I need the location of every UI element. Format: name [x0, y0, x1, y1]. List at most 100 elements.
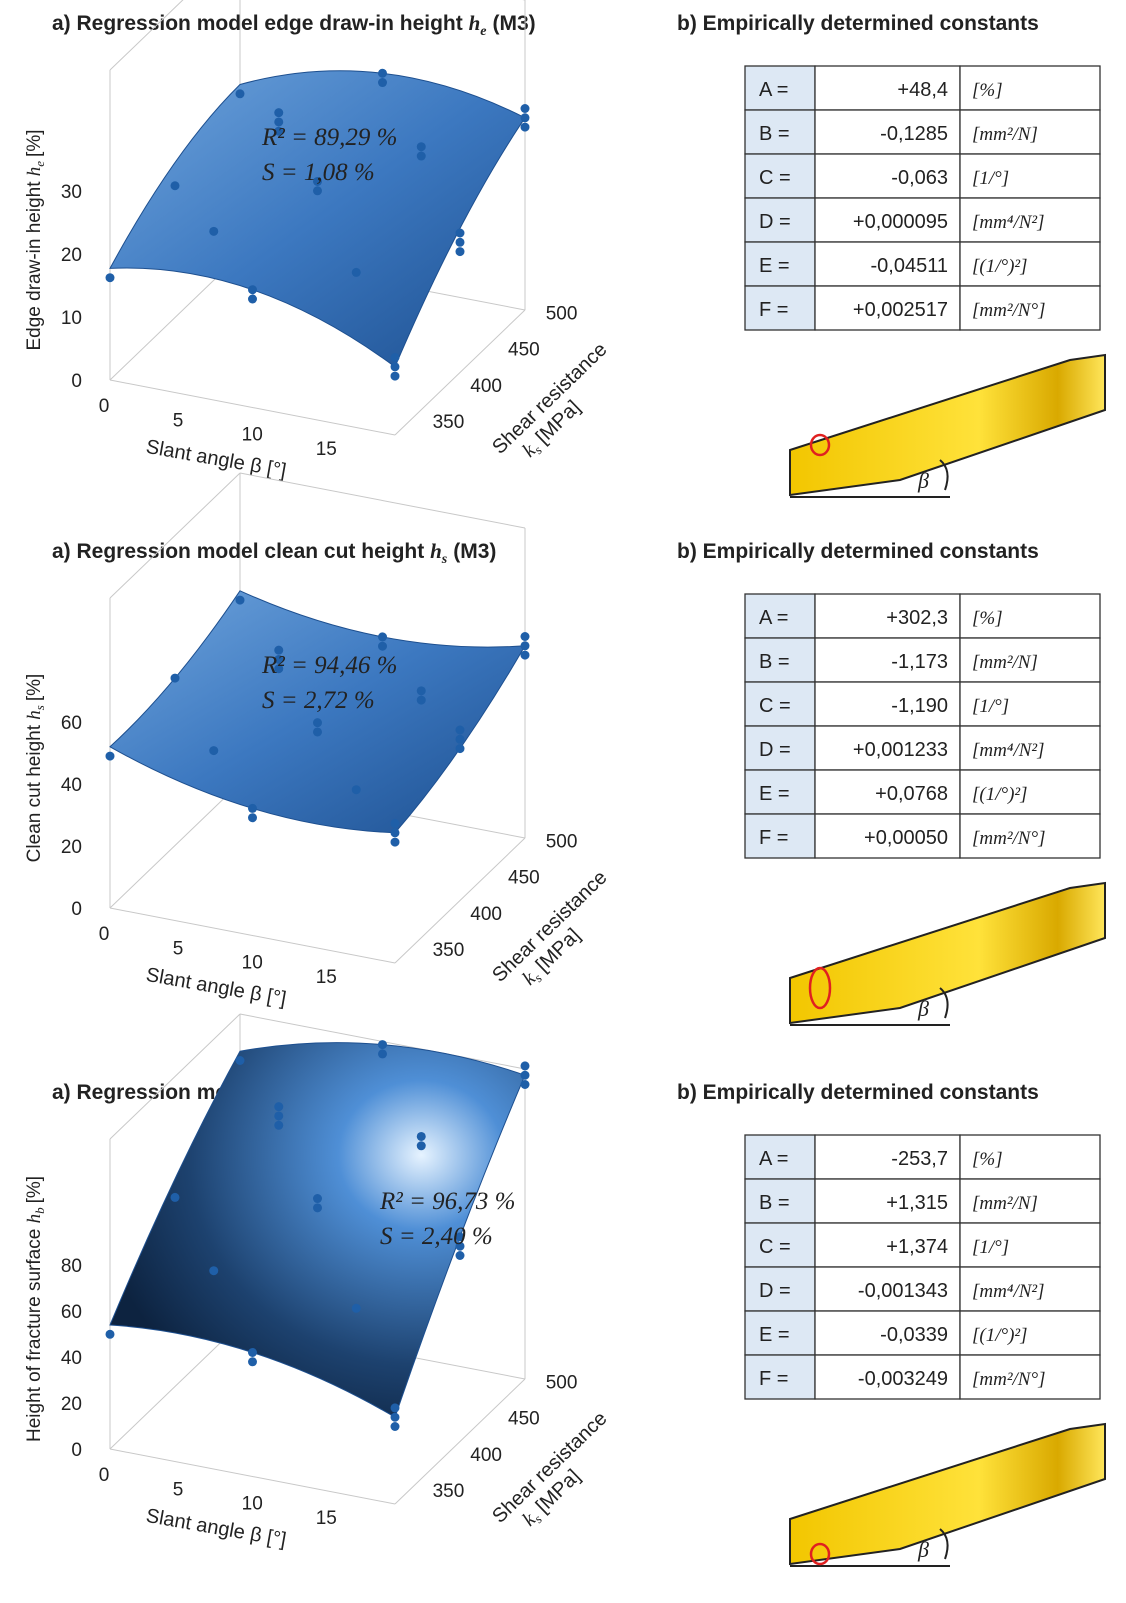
box-edge [240, 473, 525, 528]
table-text: A = [759, 79, 788, 101]
y-tick-label: 500 [546, 831, 578, 852]
data-point [378, 642, 387, 651]
x-tick-label: 15 [316, 1508, 337, 1529]
panel-row: a) Regression model fracture surface hb(… [24, 1014, 1105, 1566]
z-tick-label: 20 [61, 837, 82, 858]
table-text: E = [759, 783, 790, 805]
data-point [391, 1403, 400, 1412]
data-point [248, 1348, 257, 1357]
table-text: C = [759, 167, 791, 189]
data-point [521, 123, 530, 132]
x-tick-label: 10 [242, 953, 263, 974]
data-point [417, 142, 426, 151]
x-tick-label: 5 [173, 938, 184, 959]
z-label-unit: [%] [24, 129, 45, 156]
y-tick-label: 500 [546, 303, 578, 324]
data-point [456, 744, 465, 753]
table-text: [(1/°)²] [972, 256, 1028, 277]
box-edge [110, 783, 240, 908]
y-tick-label: 450 [508, 868, 540, 889]
constants-title: b) Empirically determined constants [677, 540, 1039, 563]
y-tick-label: 450 [508, 340, 540, 361]
data-point [417, 696, 426, 705]
y-tick-label: 400 [470, 904, 502, 925]
data-point [274, 1111, 283, 1120]
table-text: [(1/°)²] [972, 784, 1028, 805]
x-tick-label: 5 [173, 1479, 184, 1500]
table-text: [mm⁴/N²] [972, 740, 1044, 761]
title-sub: e [480, 24, 486, 39]
table-text: +302,3 [886, 607, 948, 629]
table-text: -1,173 [891, 651, 948, 673]
table-text: +48,4 [897, 79, 948, 101]
x-tick-label: 15 [316, 967, 337, 988]
data-point [236, 596, 245, 605]
r-squared: R² = 89,29 % [261, 124, 397, 151]
data-point [456, 1251, 465, 1260]
data-point [248, 1357, 257, 1366]
table-text: [1/°] [972, 696, 1009, 717]
data-point [521, 1071, 530, 1080]
data-point [236, 1056, 245, 1065]
table-text: E = [759, 255, 790, 277]
x-tick-label: 15 [316, 439, 337, 460]
z-tick-label: 60 [61, 713, 82, 734]
z-tick-label: 0 [71, 899, 82, 920]
z-axis-label: Clean cut height hs[%] [24, 674, 47, 863]
table-text: B = [759, 123, 790, 145]
table-text: +0,0768 [875, 783, 948, 805]
y-tick-label: 400 [470, 376, 502, 397]
y-tick-label: 350 [433, 412, 465, 433]
data-point [313, 1203, 322, 1212]
z-label-text: Clean cut height [24, 724, 45, 862]
data-point [521, 104, 530, 113]
data-point [378, 69, 387, 78]
z-label-sub: e [32, 161, 47, 167]
panel-row: a) Regression model clean cut height hs(… [24, 473, 1105, 1025]
table-text: F = [759, 1368, 788, 1390]
data-point [274, 1121, 283, 1130]
title-suffix: (M3) [453, 540, 496, 563]
x-tick-label: 5 [173, 410, 184, 431]
table-text: -0,003249 [858, 1368, 948, 1390]
data-point [521, 1080, 530, 1089]
std-error: S = 1,08 % [262, 159, 375, 186]
table-text: F = [759, 299, 788, 321]
data-point [209, 227, 218, 236]
z-label-unit: [%] [24, 674, 45, 701]
table-text: A = [759, 1148, 788, 1170]
table-text: [(1/°)²] [972, 1325, 1028, 1346]
z-label-symbol: h [24, 167, 45, 177]
title-symbol: h [469, 11, 481, 35]
table-text: B = [759, 1192, 790, 1214]
data-point [248, 813, 257, 822]
y-tick-label: 350 [433, 940, 465, 961]
table-text: +1,315 [886, 1192, 948, 1214]
y-tick-label: 400 [470, 1445, 502, 1466]
data-point [378, 1049, 387, 1058]
z-tick-label: 10 [61, 308, 82, 329]
data-point [378, 1040, 387, 1049]
illustration-label: β [917, 468, 929, 493]
illustration-label: β [917, 996, 929, 1021]
table-text: [mm²/N°] [972, 1369, 1045, 1390]
data-point [248, 804, 257, 813]
y-tick-label: 500 [546, 1372, 578, 1393]
data-point [456, 247, 465, 256]
box-edge [110, 0, 240, 70]
table-text: [mm²/N] [972, 652, 1038, 673]
data-point [391, 828, 400, 837]
z-axis-label: Edge draw-in height he[%] [24, 129, 47, 350]
table-text: [%] [972, 608, 1003, 629]
data-point [391, 1413, 400, 1422]
z-tick-label: 30 [61, 182, 82, 203]
z-label-symbol: h [24, 1214, 45, 1224]
z-tick-label: 60 [61, 1302, 82, 1323]
data-point [106, 1330, 115, 1339]
data-point [171, 1193, 180, 1202]
table-text: [mm⁴/N²] [972, 1281, 1044, 1302]
table-text: C = [759, 1236, 791, 1258]
z-tick-label: 20 [61, 1394, 82, 1415]
x-tick-label: 0 [99, 396, 110, 417]
data-point [391, 1422, 400, 1431]
